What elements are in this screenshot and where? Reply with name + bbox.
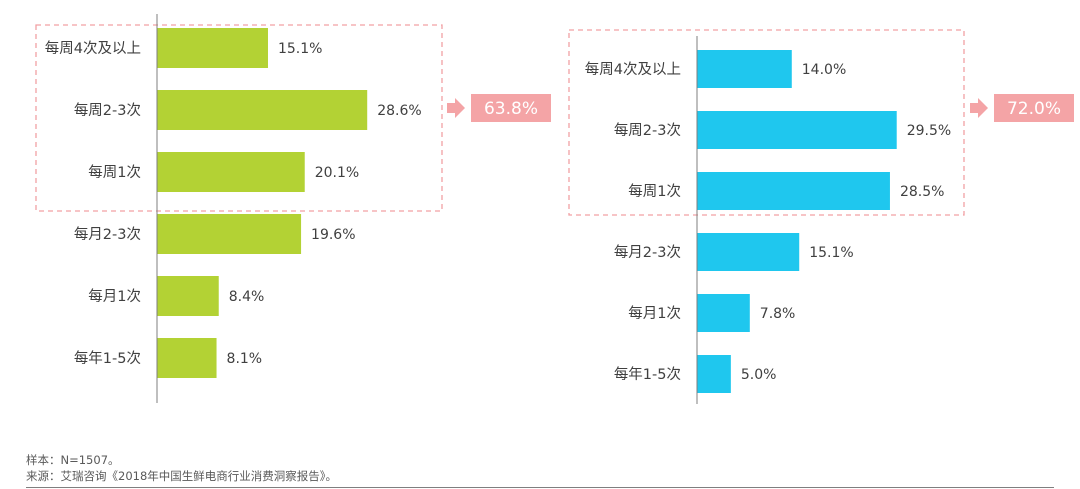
bar [697, 233, 800, 271]
value-label: 28.5% [900, 184, 944, 200]
total-badge [994, 94, 1074, 122]
category-label: 每周4次及以上 [45, 40, 141, 57]
category-label: 每周2-3次 [614, 122, 681, 139]
bar [157, 214, 302, 254]
category-label: 每月2-3次 [614, 244, 681, 261]
chart-panel-1: 每周4次及以上 15.1% 每周2-3次 28.6% 每周1次 20.1% 每月2-3次 19… [35, 14, 551, 403]
total-badge [471, 94, 551, 122]
category-label: 每周1次 [628, 183, 681, 200]
value-label: 8.4% [229, 289, 265, 305]
category-label: 每周2-3次 [74, 102, 141, 119]
bar [157, 90, 368, 130]
highlight-box [568, 29, 965, 216]
category-label: 每年1-5次 [614, 366, 681, 383]
value-label: 8.1% [227, 351, 263, 367]
source-note: 来源：艾瑞咨询《2018年中国生鲜电商行业消费洞察报告》。 [26, 469, 338, 483]
value-label: 15.1% [809, 245, 853, 261]
value-label: 29.5% [907, 123, 951, 139]
value-label: 28.6% [377, 103, 421, 119]
value-label: 15.1% [278, 41, 322, 57]
bar [697, 172, 890, 210]
total-badge-label: 63.8% [484, 99, 538, 119]
bar [697, 294, 750, 332]
highlight-box [35, 24, 443, 212]
value-label: 7.8% [760, 306, 796, 322]
bar [157, 152, 305, 192]
value-label: 19.6% [311, 227, 355, 243]
bar [697, 50, 792, 88]
total-badge-label: 72.0% [1007, 99, 1061, 119]
value-label: 20.1% [315, 165, 359, 181]
callout-arrow-icon [447, 98, 465, 118]
bar [157, 338, 217, 378]
bar [157, 276, 219, 316]
category-label: 每月1次 [628, 305, 681, 322]
category-label: 每月1次 [88, 288, 141, 305]
category-label: 每周1次 [88, 164, 141, 181]
bar [697, 111, 897, 149]
value-label: 14.0% [802, 62, 846, 78]
category-label: 每月2-3次 [74, 226, 141, 243]
callout-arrow-icon [970, 98, 988, 118]
category-label: 每年1-5次 [74, 350, 141, 367]
chart-panel-2: 每周4次及以上 14.0% 每周2-3次 29.5% 每周1次 28.5% 每月2-3次 15… [568, 29, 1074, 404]
value-label: 5.0% [741, 367, 777, 383]
bar [697, 355, 731, 393]
sample-note: 样本：N=1507。 [26, 453, 120, 467]
category-label: 每周4次及以上 [585, 61, 681, 78]
footer-rule [26, 487, 1054, 488]
bar [157, 28, 268, 68]
